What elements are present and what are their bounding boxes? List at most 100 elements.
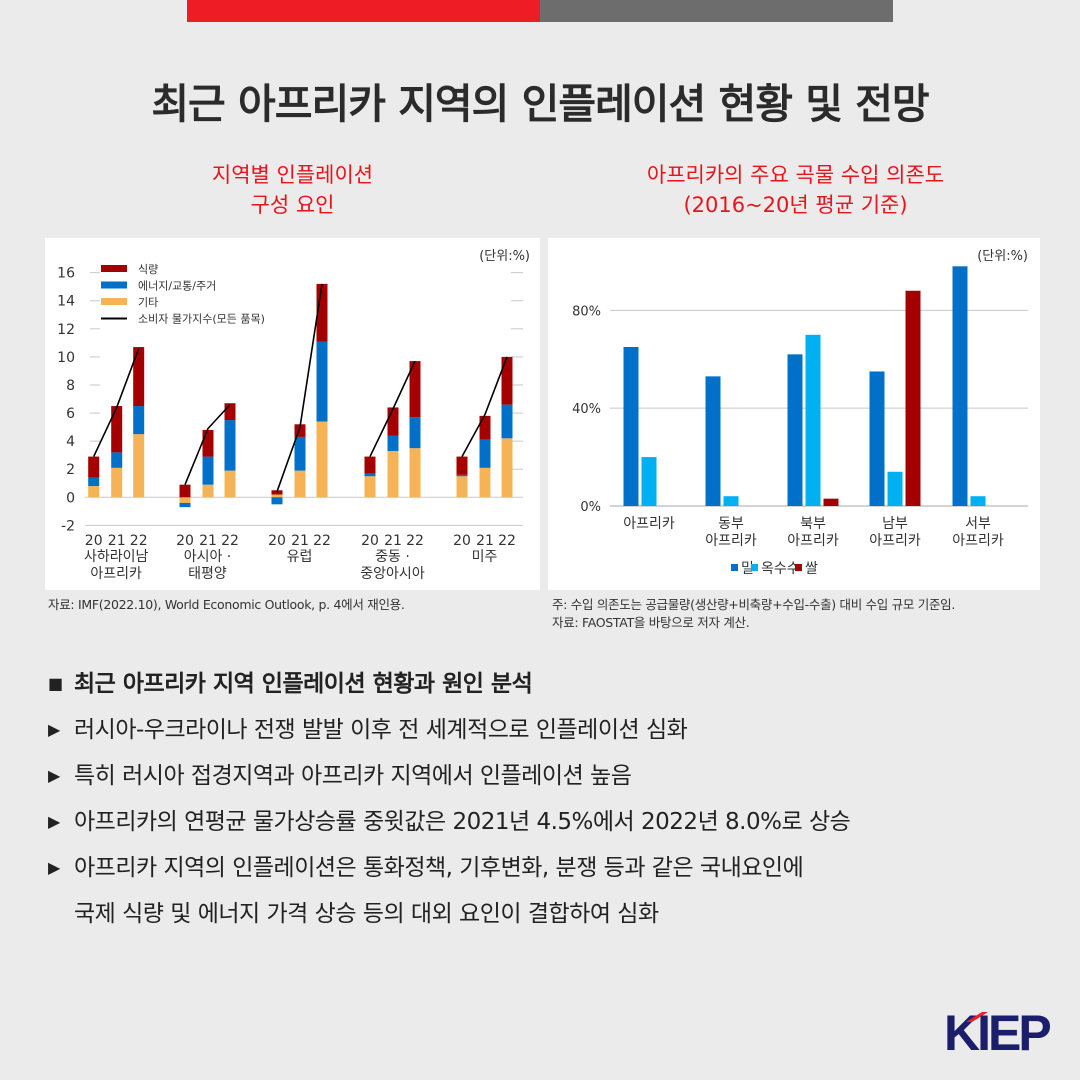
bar-segment-energy	[133, 406, 145, 435]
legend-swatch	[101, 265, 127, 272]
bar-segment-energy	[202, 456, 214, 485]
header-gray-bar	[540, 0, 893, 22]
triangle-bullet-icon: ▶	[48, 766, 60, 785]
category-label: 아프리카	[869, 533, 921, 549]
bar-segment-energy	[479, 439, 491, 468]
bar-segment-other	[111, 467, 123, 498]
bar-segment-other	[501, 438, 513, 498]
cpi-line	[92, 348, 140, 457]
bar-wheat	[705, 376, 721, 506]
x-tick-year: 20	[176, 533, 194, 549]
category-label: 아프리카	[623, 516, 675, 532]
bar-segment-other	[133, 434, 145, 498]
x-tick-year: 22	[498, 533, 516, 549]
bar-rice	[823, 498, 839, 506]
bullet-item: ▶ 아프리카 지역의 인플레이션은 통화정책, 기후변화, 분쟁 등과 같은 국내…	[48, 848, 804, 882]
bar-segment-food	[364, 456, 376, 474]
svg-text:KIEP: KIEP	[944, 1008, 1050, 1054]
bar-segment-energy	[387, 435, 399, 451]
bar-segment-food	[111, 406, 123, 453]
x-tick-year: 21	[108, 533, 126, 549]
bar-segment-food	[179, 484, 191, 498]
bullet-item: ▶ 특히 러시아 접경지역과 아프리카 지역에서 인플레이션 높음	[48, 756, 632, 790]
triangle-bullet-icon: ▶	[48, 812, 60, 831]
bar-segment-other	[179, 497, 191, 503]
grain-import-dependency-chart: 0%40%80%(단위:%)아프리카 동부아프리카북부아프리카남부아프리카서부아프…	[572, 249, 1028, 577]
bar-segment-energy	[456, 474, 468, 477]
left-title-line1: 지역별 인플레이션	[211, 163, 374, 187]
legend-label: 밀	[741, 561, 754, 577]
triangle-bullet-icon: ▶	[48, 858, 60, 877]
bar-segment-energy	[179, 502, 191, 508]
group-label: 아프리카	[90, 566, 142, 582]
x-tick-year: 21	[199, 533, 217, 549]
bar-segment-other	[88, 486, 100, 498]
bullet-item-continuation: 국제 식량 및 에너지 가격 상승 등의 대외 요인이 결합하여 심화	[74, 901, 659, 927]
bar-segment-energy	[271, 497, 283, 505]
group-label: 아시아 ·	[184, 549, 232, 565]
legend-swatch	[751, 564, 758, 571]
x-tick-year: 21	[384, 533, 402, 549]
group-label: 사하라이남	[84, 549, 149, 565]
legend-swatch	[101, 281, 127, 289]
bar-segment-food	[133, 347, 145, 407]
right-notes: 주: 수입 의존도는 공급물량(생산량+비축량+수입-수출) 대비 수입 규모 …	[552, 596, 955, 632]
cpi-line	[276, 283, 323, 492]
bar-segment-energy	[224, 420, 236, 471]
x-tick-year: 22	[406, 533, 424, 549]
category-label: 북부	[800, 516, 826, 532]
bar-segment-energy	[294, 436, 306, 471]
x-tick-year: 20	[268, 533, 286, 549]
right-source: 자료: FAOSTAT을 바탕으로 저자 계산.	[552, 615, 750, 630]
bar-segment-energy	[88, 477, 100, 487]
unit-label: (단위:%)	[479, 249, 530, 264]
left-chart-panel: -2 0 2 4 6 8 10 12 14 16 (단위:%) 20 21 22 사하라이남 아프리카 20 21…	[45, 238, 540, 590]
bullet-text: 특히 러시아 접경지역과 아프리카 지역에서 인플레이션 높음	[74, 763, 632, 789]
y-tick-label: 4	[66, 434, 75, 450]
legend-label: 기타	[138, 296, 158, 309]
category-label: 서부	[965, 516, 991, 532]
bullet-heading: ■ 최근 아프리카 지역 인플레이션 현황과 원인 분석	[48, 664, 533, 698]
cpi-line	[184, 404, 231, 485]
legend-label: 옥수수	[761, 561, 800, 577]
y-tick-label: 80%	[572, 304, 601, 319]
bar-segment-food	[202, 429, 214, 457]
right-title-line1: 아프리카의 주요 곡물 수입 의존도	[646, 163, 945, 187]
category-label: 남부	[882, 516, 908, 532]
bar-segment-other	[387, 450, 399, 498]
x-tick-year: 22	[221, 533, 239, 549]
bullet-text: 아프리카의 연평균 물가상승률 중윗값은 2021년 4.5%에서 2022년 …	[74, 809, 851, 835]
category-label: 아프리카	[952, 533, 1004, 549]
y-tick-label: 2	[66, 462, 75, 478]
right-chart-title: 아프리카의 주요 곡물 수입 의존도 (2016~20년 평균 기준)	[548, 160, 1043, 220]
bar-segment-food	[316, 283, 328, 342]
x-tick-year: 20	[85, 533, 103, 549]
left-title-line2: 구성 요인	[250, 193, 335, 217]
bar-segment-food	[501, 356, 513, 405]
legend-swatch	[731, 564, 738, 571]
legend-label: 소비자 물가지수(모든 품목)	[138, 313, 265, 326]
bullet-text: 아프리카 지역의 인플레이션은 통화정책, 기후변화, 분쟁 등과 같은 국내요…	[74, 855, 804, 881]
right-chart-panel: 0% 40% 80% (단위:%) 아프리카 동부 아프리카 북부 아프리카 남부 아프리카 서부 아프…	[548, 238, 1040, 590]
bar-segment-other	[271, 494, 283, 498]
x-tick-year: 22	[313, 533, 331, 549]
right-title-line2: (2016~20년 평균 기준)	[683, 193, 908, 217]
y-tick-label: 8	[66, 378, 75, 394]
x-tick-year: 20	[453, 533, 471, 549]
bar-segment-food	[479, 415, 491, 440]
bar-segment-other	[316, 421, 328, 498]
bar-segment-other	[202, 484, 214, 498]
header-red-bar	[187, 0, 540, 22]
bar-segment-other	[294, 470, 306, 498]
category-label: 동부	[718, 516, 744, 532]
bar-segment-energy	[409, 417, 421, 449]
bar-segment-food	[456, 456, 468, 475]
group-label: 중앙아시아	[360, 566, 425, 582]
bullet-item: ▶ 아프리카의 연평균 물가상승률 중윗값은 2021년 4.5%에서 2022년…	[48, 802, 851, 836]
legend-label: 식량	[138, 263, 158, 276]
y-tick-label: 10	[57, 350, 75, 366]
bar-maize	[805, 334, 821, 506]
group-label: 중동 ·	[375, 549, 410, 565]
bar-segment-energy	[316, 341, 328, 422]
bar-segment-other	[456, 476, 468, 498]
